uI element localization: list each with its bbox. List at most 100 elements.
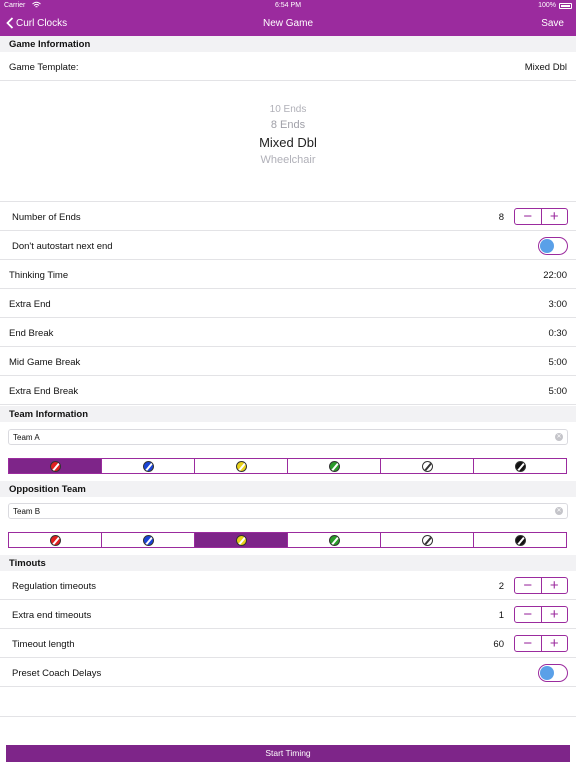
- extra-end-break-label: Extra End Break: [9, 386, 79, 397]
- regulation-timeouts-stepper[interactable]: − +: [514, 577, 568, 594]
- curling-stone-icon: [328, 534, 340, 546]
- wifi-icon: [32, 1, 41, 11]
- number-of-ends-label: Number of Ends: [12, 212, 81, 223]
- game-template-value: Mixed Dbl: [524, 62, 567, 73]
- color-segment-blue[interactable]: [102, 533, 195, 547]
- picker-option[interactable]: Wheelchair: [260, 154, 316, 166]
- thinking-time-row[interactable]: Thinking Time 22:00: [0, 260, 576, 289]
- back-button[interactable]: Curl Clocks: [6, 17, 67, 29]
- save-button[interactable]: Save: [541, 18, 564, 29]
- curling-stone-icon: [142, 460, 154, 472]
- end-break-row[interactable]: End Break 0:30: [0, 318, 576, 347]
- extra-end-timeouts-label: Extra end timeouts: [12, 610, 92, 621]
- thinking-time-value: 22:00: [543, 270, 567, 281]
- decrement-button[interactable]: −: [515, 607, 542, 622]
- decrement-button[interactable]: −: [515, 578, 542, 593]
- number-of-ends-value: 8: [498, 212, 504, 223]
- thinking-time-label: Thinking Time: [9, 270, 69, 281]
- number-of-ends-row: Number of Ends 8 − +: [0, 202, 576, 231]
- color-segment-black[interactable]: [474, 459, 566, 473]
- clear-icon[interactable]: ✕: [555, 433, 563, 441]
- picker-option-selected[interactable]: Mixed Dbl: [259, 135, 317, 150]
- toggle-knob: [540, 666, 554, 680]
- game-template-picker[interactable]: 10 Ends 8 Ends Mixed Dbl Wheelchair: [0, 82, 576, 202]
- extra-end-label: Extra End: [9, 299, 51, 310]
- color-segment-yellow[interactable]: [195, 533, 288, 547]
- battery-percent: 100%: [538, 2, 556, 9]
- increment-button[interactable]: +: [549, 577, 559, 594]
- mid-game-break-label: Mid Game Break: [9, 357, 81, 368]
- preset-coach-delays-label: Preset Coach Delays: [12, 668, 102, 679]
- timeout-length-value: 60: [493, 639, 504, 650]
- empty-row: [0, 687, 576, 717]
- extra-end-timeouts-value: 1: [498, 610, 504, 621]
- team-name-value: Team A: [13, 433, 40, 442]
- opposition-name-value: Team B: [13, 507, 41, 516]
- color-segment-yellow[interactable]: [195, 459, 288, 473]
- clear-icon[interactable]: ✕: [555, 507, 563, 515]
- increment-button[interactable]: +: [549, 606, 559, 623]
- picker-option[interactable]: 8 Ends: [270, 119, 306, 131]
- decrement-button[interactable]: −: [515, 209, 542, 224]
- timeout-length-stepper[interactable]: − +: [514, 635, 568, 652]
- increment-button[interactable]: +: [549, 635, 559, 652]
- color-segment-red[interactable]: [9, 533, 102, 547]
- curling-stone-icon: [421, 534, 433, 546]
- section-header-game-information: Game Information: [0, 36, 576, 52]
- status-bar: Carrier 6:54 PM 100%: [0, 0, 576, 12]
- extra-end-row[interactable]: Extra End 3:00: [0, 289, 576, 318]
- start-timing-button[interactable]: Start Timing: [6, 745, 570, 762]
- curling-stone-icon: [514, 534, 526, 546]
- color-segment-black[interactable]: [474, 533, 566, 547]
- timeout-length-row: Timeout length 60 − +: [0, 629, 576, 658]
- curling-stone-icon: [49, 534, 61, 546]
- toggle-knob: [540, 239, 554, 253]
- curling-stone-icon: [142, 534, 154, 546]
- curling-stone-icon: [49, 460, 61, 472]
- end-break-label: End Break: [9, 328, 54, 339]
- game-template-row[interactable]: Game Template: Mixed Dbl: [0, 52, 576, 81]
- chevron-left-icon: [6, 17, 14, 29]
- game-template-label: Game Template:: [9, 62, 79, 73]
- mid-game-break-value: 5:00: [548, 357, 568, 368]
- curling-stone-icon: [421, 460, 433, 472]
- section-header-timeouts: Timouts: [0, 555, 576, 571]
- color-segment-white[interactable]: [381, 533, 474, 547]
- battery-icon: [559, 3, 572, 9]
- team-name-field[interactable]: Team A ✕: [8, 429, 568, 445]
- autostart-toggle[interactable]: [538, 237, 568, 255]
- preset-coach-delays-toggle[interactable]: [538, 664, 568, 682]
- regulation-timeouts-label: Regulation timeouts: [12, 581, 96, 592]
- color-segment-green[interactable]: [288, 533, 381, 547]
- mid-game-break-row[interactable]: Mid Game Break 5:00: [0, 347, 576, 376]
- navigation-bar: Curl Clocks New Game Save: [0, 12, 576, 36]
- color-segment-white[interactable]: [381, 459, 474, 473]
- extra-end-break-value: 5:00: [548, 386, 568, 397]
- extra-end-timeouts-row: Extra end timeouts 1 − +: [0, 600, 576, 629]
- page-title: New Game: [262, 18, 313, 29]
- extra-end-break-row[interactable]: Extra End Break 5:00: [0, 376, 576, 405]
- increment-button[interactable]: +: [549, 208, 559, 225]
- extra-end-timeouts-stepper[interactable]: − +: [514, 606, 568, 623]
- number-of-ends-stepper[interactable]: − +: [514, 208, 568, 225]
- picker-option[interactable]: 10 Ends: [269, 104, 307, 115]
- color-segment-green[interactable]: [288, 459, 381, 473]
- extra-end-value: 3:00: [548, 299, 568, 310]
- curling-stone-icon: [235, 460, 247, 472]
- autostart-row: Don't autostart next end: [0, 231, 576, 260]
- regulation-timeouts-value: 2: [498, 581, 504, 592]
- color-segment-blue[interactable]: [102, 459, 195, 473]
- preset-coach-delays-row: Preset Coach Delays: [0, 658, 576, 687]
- status-time: 6:54 PM: [274, 2, 302, 9]
- end-break-value: 0:30: [548, 328, 568, 339]
- opposition-name-field[interactable]: Team B ✕: [8, 503, 568, 519]
- color-segment-red[interactable]: [9, 459, 102, 473]
- decrement-button[interactable]: −: [515, 636, 542, 651]
- team-color-selector[interactable]: [8, 458, 567, 474]
- curling-stone-icon: [328, 460, 340, 472]
- curling-stone-icon: [514, 460, 526, 472]
- timeout-length-label: Timeout length: [12, 639, 75, 650]
- curling-stone-icon: [235, 534, 247, 546]
- opposition-color-selector[interactable]: [8, 532, 567, 548]
- section-header-team-information: Team Information: [0, 406, 576, 422]
